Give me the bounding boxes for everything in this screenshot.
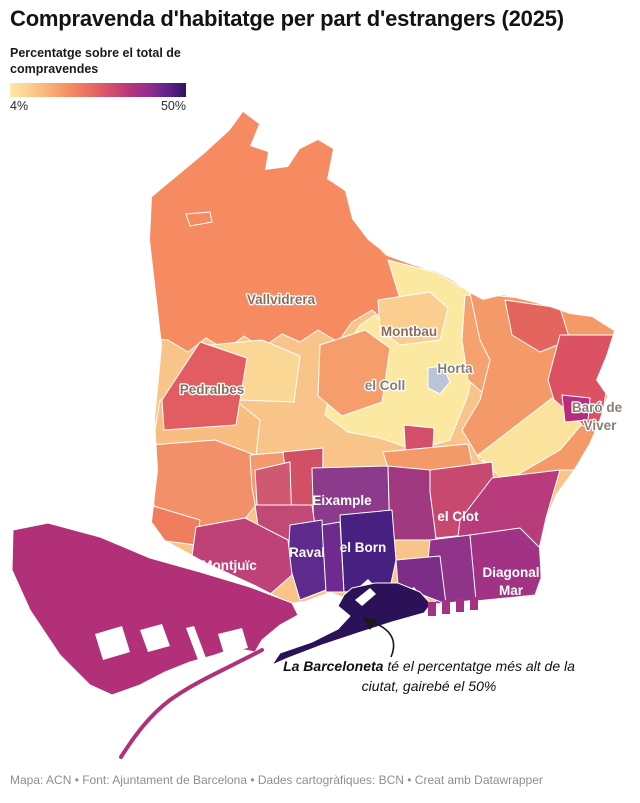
region-baro-de-viver[interactable]	[561, 394, 591, 423]
annotation-line1: té el percentatge més alt de la	[387, 658, 575, 674]
legend-min-label: 4%	[10, 98, 29, 113]
reservoir-area	[427, 365, 451, 395]
label-horta: Horta	[437, 361, 473, 376]
label-el-coll: el Coll	[365, 378, 406, 393]
label-vallvidrera: Vallvidrera	[247, 292, 316, 307]
region-el-born[interactable]	[339, 509, 397, 593]
legend-title-line2: compravendes	[10, 62, 99, 77]
barceloneta-inlet	[355, 588, 376, 606]
map-labels: Vallvidrera Montbau Horta el Coll Pedral…	[178, 291, 623, 598]
label-diagonal-mar-line2: Mar	[499, 583, 524, 598]
annotation-bold: La Barceloneta	[283, 658, 384, 674]
label-raval: Raval	[289, 545, 325, 560]
region-barceloneta[interactable]	[271, 582, 432, 666]
pier-slot	[218, 628, 248, 654]
label-eixample: Eixample	[312, 493, 372, 508]
legend-scale: 4% 50%	[10, 99, 186, 113]
region-pedralbes[interactable]	[161, 341, 248, 431]
pier-slot	[140, 624, 170, 652]
seafront-piers	[428, 597, 478, 616]
legend-title: Percentatge sobre el total de compravend…	[10, 45, 210, 78]
region-collserola[interactable]	[148, 95, 435, 353]
breakwater[interactable]	[119, 648, 264, 759]
label-baro-de-viver-line1: Baró de	[572, 400, 623, 415]
attribution-footer: Mapa: ACN • Font: Ajuntament de Barcelon…	[10, 773, 543, 787]
region-montbau[interactable]	[377, 291, 449, 346]
legend-gradient-bar	[10, 82, 186, 97]
annotation-arrow	[363, 617, 395, 658]
label-montbau: Montbau	[381, 324, 437, 339]
label-pedralbes: Pedralbes	[180, 382, 245, 397]
region-zona-franca[interactable]	[11, 522, 299, 696]
pier-slot	[95, 626, 130, 660]
region-vila-olimpica[interactable]	[395, 555, 447, 605]
pier-slot	[186, 626, 206, 660]
legend-title-line1: Percentatge sobre el total de	[10, 46, 181, 60]
legend: Percentatge sobre el total de compravend…	[10, 45, 210, 113]
label-el-born: el Born	[340, 540, 387, 555]
label-el-clot: el Clot	[437, 509, 479, 524]
label-diagonal-mar-line1: Diagonal	[482, 565, 539, 580]
label-montjuic: Montjuïc	[201, 558, 257, 573]
label-baro-de-viver-line2: Viver	[584, 418, 618, 433]
region-collserola-islet[interactable]	[185, 211, 213, 227]
region-sagrada-familia[interactable]	[387, 465, 437, 541]
region-zona-franca-west[interactable]	[150, 504, 201, 546]
annotation-line2: ciutat, gairebé el 50%	[361, 677, 497, 694]
region-el-coll[interactable]	[317, 329, 391, 417]
annotation-barceloneta: La Barceloneta té el percentatge més alt…	[268, 657, 590, 696]
legend-max-label: 50%	[160, 98, 186, 113]
chart-title: Compravenda d'habitatge per part d'estra…	[10, 6, 564, 31]
